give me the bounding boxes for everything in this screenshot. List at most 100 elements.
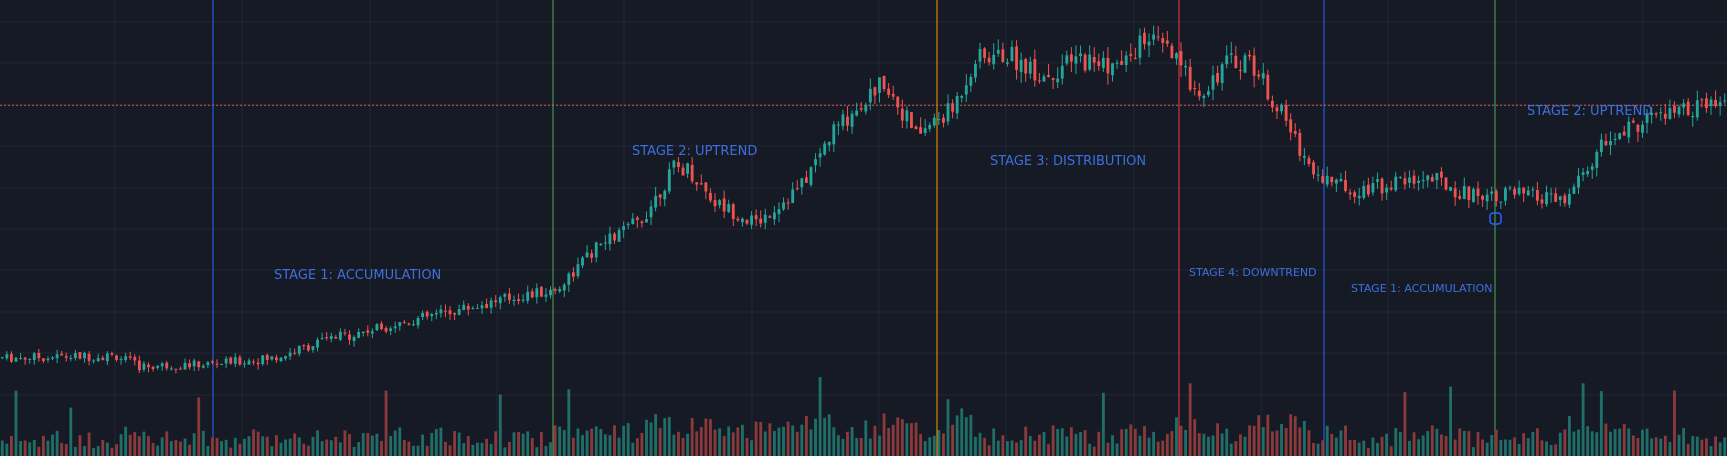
volume-bar [1522,433,1526,456]
candle-body [951,103,955,112]
volume-bar [1019,440,1023,456]
volume-bar [1097,431,1101,456]
candle-body [252,361,255,363]
candle-body [969,76,973,86]
candle-body [544,294,548,297]
candle-body [590,253,594,258]
candle-body [1673,105,1676,113]
candle-body [1462,186,1466,199]
candle-body [1334,179,1338,184]
candle-body [1714,99,1717,107]
candle-body [220,364,224,366]
candle-body [535,288,539,298]
volume-bar [448,445,452,456]
volume-bar [1202,433,1206,456]
candle-body [1069,54,1073,62]
volume-bar [115,444,118,456]
volume-bar [380,440,383,456]
candle-body [444,310,447,312]
volume-bar [1545,441,1548,456]
candle-body [1609,141,1612,146]
selected-candle-marker[interactable] [1489,212,1502,225]
volume-bar [942,433,945,456]
candle-body [1581,172,1585,175]
candle-body [631,218,635,225]
candle-body [1106,57,1110,74]
volume-bar [731,432,735,456]
volume-bar [974,436,977,456]
volume-bar [398,427,402,456]
candle-body [1211,75,1215,90]
volume-bar [786,421,790,456]
volume-bar [503,447,507,456]
volume-bar [1723,437,1727,456]
candle-body [709,192,712,201]
candle-body [1097,61,1101,66]
volume-bar [1015,442,1018,456]
candle-body [1421,179,1425,182]
volume-bar [1101,392,1105,456]
candle-body [402,322,406,324]
candle-body [316,339,319,348]
candle-body [699,183,703,185]
candle-body [1563,195,1567,204]
volume-bar [1243,436,1247,456]
volume-bar [233,437,237,456]
candle-body [585,252,589,258]
candle-body [1380,178,1384,194]
volume-bar [302,443,306,456]
candle-body [1618,133,1622,140]
volume-bar [1179,425,1183,456]
candle-body [1275,107,1279,112]
volume-bar [19,441,22,456]
volume-bar [1047,444,1050,456]
volume-bar [1357,442,1361,456]
candle-body [1453,188,1457,198]
volume-bar [425,445,429,456]
candle-body [667,169,671,192]
candle-body [147,364,150,368]
candle-body [1613,139,1617,141]
candle-body [201,365,205,368]
candle-body [1599,139,1603,152]
volume-bar [677,431,680,456]
candle-body [466,305,470,310]
candle-body [64,356,68,358]
volume-bar [631,442,635,456]
candle-body [1545,192,1548,205]
candle-body [887,88,891,95]
volume-bar [51,434,54,456]
candle-body [412,324,415,326]
volume-bar [923,441,927,456]
volume-bar [622,425,626,456]
candle-body [498,297,502,304]
candle-body [1691,115,1695,118]
candle-body [32,353,36,360]
candle-body [645,219,648,223]
candle-body [1371,183,1375,193]
volume-bar [1577,429,1580,456]
candle-body [1042,76,1046,82]
stage-labels: STAGE 1: ACCUMULATION STAGE 2: UPTREND S… [274,104,1652,295]
candle-body [439,309,443,314]
volume-bar [1348,439,1352,456]
candle-body [750,215,753,225]
volume-bar [1270,431,1274,456]
volume-bar [1289,414,1293,456]
candle-body [375,324,379,331]
volume-bar [1540,440,1544,456]
candle-body [1705,98,1708,109]
candle-body [613,233,616,241]
volume-bar [1641,429,1644,456]
volume-bar [782,426,785,456]
volume-bar [1705,438,1708,456]
candle-body [1179,51,1183,66]
candle-body [1595,151,1599,168]
candle-body [1293,131,1297,134]
candle-body [83,352,86,359]
candle-body [279,357,283,362]
volume-bar [1421,435,1425,456]
volume-bar [1677,434,1681,456]
